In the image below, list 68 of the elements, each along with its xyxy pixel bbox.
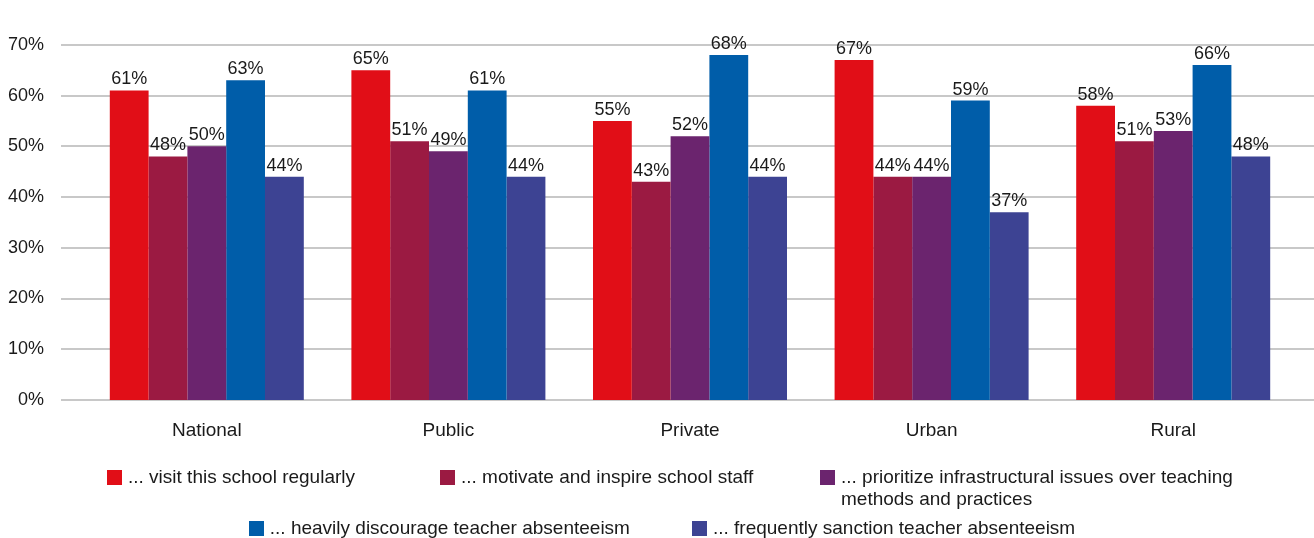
bar bbox=[593, 120, 632, 400]
data-label: 49% bbox=[430, 129, 467, 150]
y-tick-label: 60% bbox=[7, 84, 44, 105]
data-label: 59% bbox=[952, 78, 989, 99]
x-tick-label: Urban bbox=[905, 419, 958, 441]
y-tick-label: 10% bbox=[7, 338, 44, 359]
data-label: 61% bbox=[111, 68, 148, 89]
legend-label: ... motivate and inspire school staff bbox=[461, 466, 754, 488]
bar bbox=[390, 141, 429, 400]
data-label: 58% bbox=[1077, 83, 1114, 104]
data-label: 51% bbox=[391, 119, 428, 140]
y-tick-label: 70% bbox=[7, 33, 44, 54]
bar bbox=[951, 100, 990, 400]
data-label: 44% bbox=[266, 154, 303, 175]
x-tick-label: National bbox=[171, 419, 242, 441]
y-tick-label: 30% bbox=[7, 236, 44, 257]
data-label: 67% bbox=[835, 37, 873, 58]
bar bbox=[873, 176, 913, 400]
data-label: 44% bbox=[749, 154, 786, 175]
data-label: 48% bbox=[149, 134, 187, 155]
x-tick-label: Private bbox=[660, 419, 720, 441]
bar bbox=[912, 176, 951, 400]
data-label: 50% bbox=[188, 124, 225, 145]
bar bbox=[631, 181, 671, 400]
bar bbox=[1231, 156, 1271, 400]
bar bbox=[148, 156, 188, 400]
bar bbox=[748, 176, 787, 400]
data-label: 53% bbox=[1155, 109, 1192, 130]
y-tick-label: 40% bbox=[7, 186, 44, 206]
bar bbox=[265, 176, 304, 400]
bar bbox=[351, 70, 391, 400]
y-tick-label: 0% bbox=[17, 388, 44, 409]
bar bbox=[506, 176, 546, 400]
legend-label: ... heavily discourage teacher absenteeism bbox=[269, 517, 630, 538]
data-label: 61% bbox=[469, 68, 506, 89]
data-label: 68% bbox=[710, 32, 747, 53]
legend-label: ... visit this school regularly bbox=[128, 466, 356, 488]
data-label: 55% bbox=[594, 98, 631, 119]
bar bbox=[709, 54, 749, 400]
bar bbox=[1192, 65, 1232, 400]
data-label: 44% bbox=[913, 154, 950, 175]
bar bbox=[989, 212, 1029, 400]
data-label: 48% bbox=[1232, 134, 1269, 155]
bar bbox=[429, 151, 468, 400]
data-label: 66% bbox=[1193, 43, 1231, 64]
data-label: 65% bbox=[352, 48, 389, 69]
data-label: 51% bbox=[1116, 119, 1153, 140]
legend-label: ... prioritize infrastructural issues over teaching methods and practices bbox=[841, 466, 1234, 510]
bar bbox=[1115, 141, 1154, 400]
data-label: 44% bbox=[507, 154, 545, 175]
data-label: 44% bbox=[874, 154, 911, 175]
bar bbox=[1153, 131, 1193, 400]
x-tick-label: Rural bbox=[1150, 419, 1196, 441]
legend-label: ... frequently sanction teacher absenteeism bbox=[712, 517, 1076, 538]
bar bbox=[109, 90, 149, 400]
bar bbox=[834, 60, 874, 400]
bar bbox=[670, 136, 710, 400]
data-label: 52% bbox=[671, 114, 709, 135]
data-label: 37% bbox=[991, 190, 1028, 211]
data-label: 63% bbox=[227, 58, 264, 79]
bar bbox=[226, 80, 265, 400]
x-tick-label: Public bbox=[422, 419, 475, 441]
y-tick-label: 50% bbox=[7, 135, 44, 156]
data-label: 43% bbox=[633, 159, 670, 180]
bar bbox=[1076, 105, 1115, 400]
bar bbox=[467, 90, 507, 400]
bar bbox=[187, 146, 227, 400]
y-tick-label: 20% bbox=[7, 287, 44, 308]
